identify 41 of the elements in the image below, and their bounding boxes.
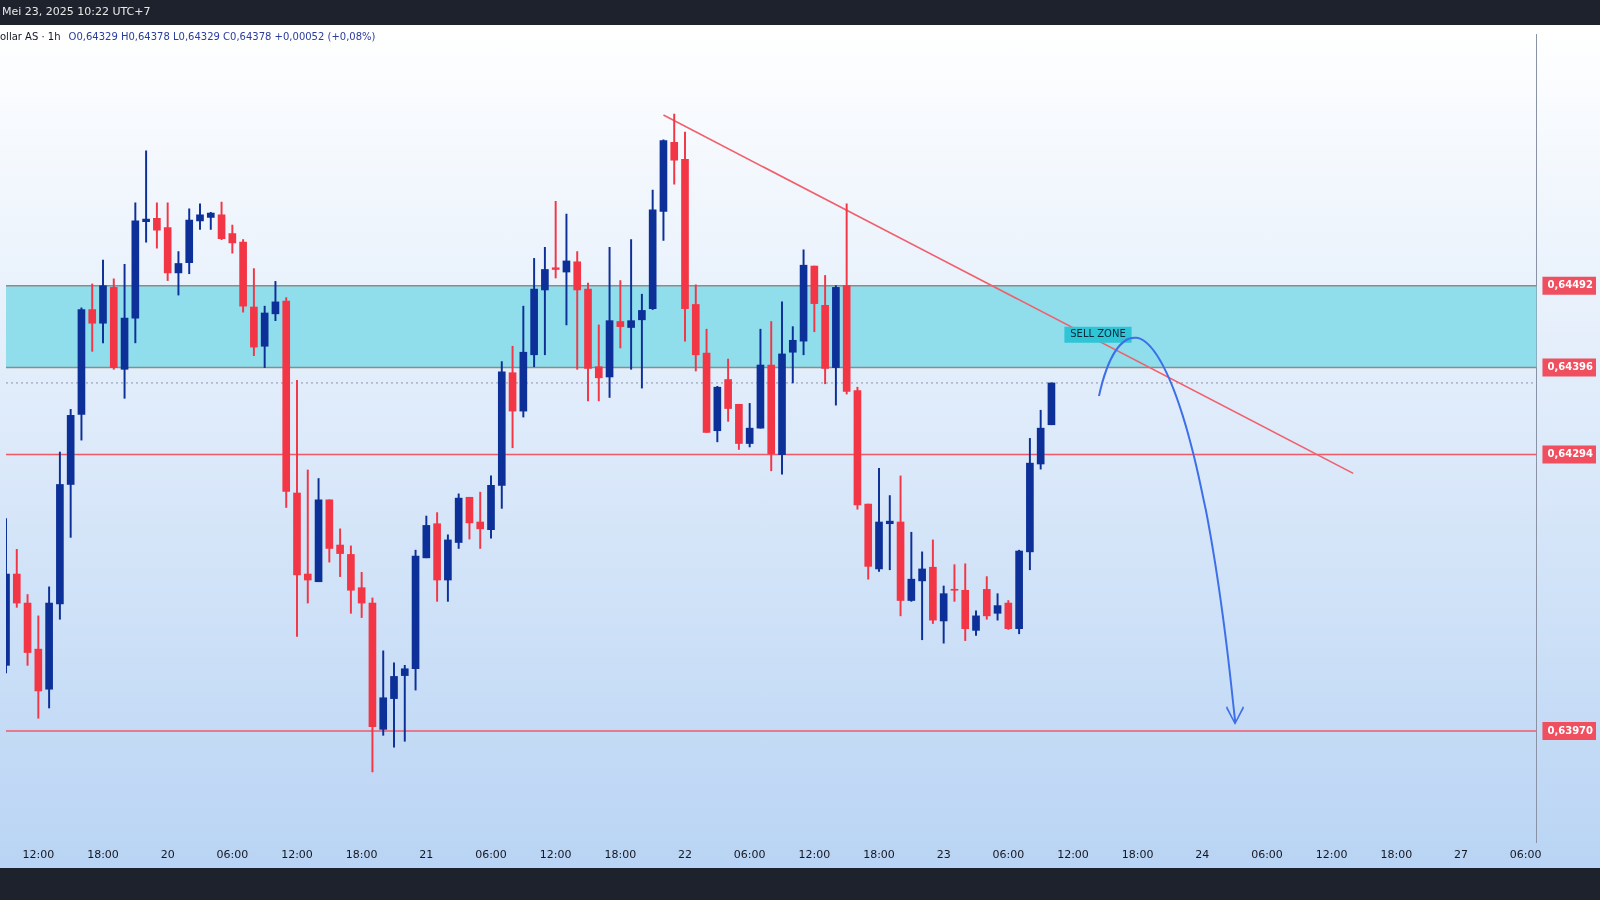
band-label: SELL ZONE [1070, 328, 1126, 340]
x-tick-label: 12:00 [281, 848, 313, 862]
x-tick-label: 12:00 [539, 848, 572, 862]
y-tick-label: 0,64294 [1547, 448, 1594, 460]
candlestick [638, 293, 646, 389]
x-tick-label: 06:00 [216, 848, 249, 862]
chart-subtitle: O0,64329 H0,64378 L0,64329 C0,64378 +0,00052 (+0,08%) [68, 31, 376, 42]
candlestick [551, 200, 560, 279]
x-tick-label: 06:00 [1251, 848, 1283, 862]
x-tick-label: 18:00 [1380, 848, 1413, 862]
x-tick-label: 12:00 [22, 848, 55, 862]
x-tick-label: 21 [419, 848, 434, 862]
chart-title: ollar AS · 1h [0, 31, 61, 42]
x-tick-label: 12:00 [1315, 848, 1348, 862]
x-tick-label: 23 [936, 848, 951, 862]
x-tick-label: 06:00 [733, 848, 766, 862]
x-tick-label: 06:00 [475, 848, 507, 862]
y-tick-label: 0,64396 [1547, 361, 1594, 373]
candlestick [400, 665, 409, 742]
x-tick-label: 20 [160, 848, 175, 862]
x-tick-label: 12:00 [798, 848, 831, 862]
candlestick [885, 495, 894, 571]
top-bar: Mei 23, 2025 10:22 UTC+7 [0, 0, 1600, 25]
x-tick-label: 18:00 [87, 848, 119, 862]
candlestick [142, 150, 150, 243]
x-tick-label: 24 [1195, 848, 1210, 862]
x-tick-label: 18:00 [863, 848, 895, 862]
x-tick-label: 18:00 [345, 848, 378, 862]
candlestick [950, 564, 959, 602]
y-tick-label: 0,63970 [1547, 724, 1594, 736]
x-tick-label: 22 [678, 848, 692, 862]
y-tick-label: 0,64492 [1547, 279, 1594, 291]
x-tick-label: 18:00 [604, 848, 637, 862]
candlestick [627, 239, 635, 370]
x-tick-label: 12:00 [1057, 848, 1089, 862]
x-tick-label: 06:00 [992, 848, 1025, 862]
candlestick [616, 280, 625, 349]
x-tick-label: 27 [1454, 848, 1469, 862]
x-tick-label: 18:00 [1121, 848, 1154, 862]
candlestick [303, 469, 312, 604]
x-tick-label: 06:00 [1509, 848, 1542, 862]
